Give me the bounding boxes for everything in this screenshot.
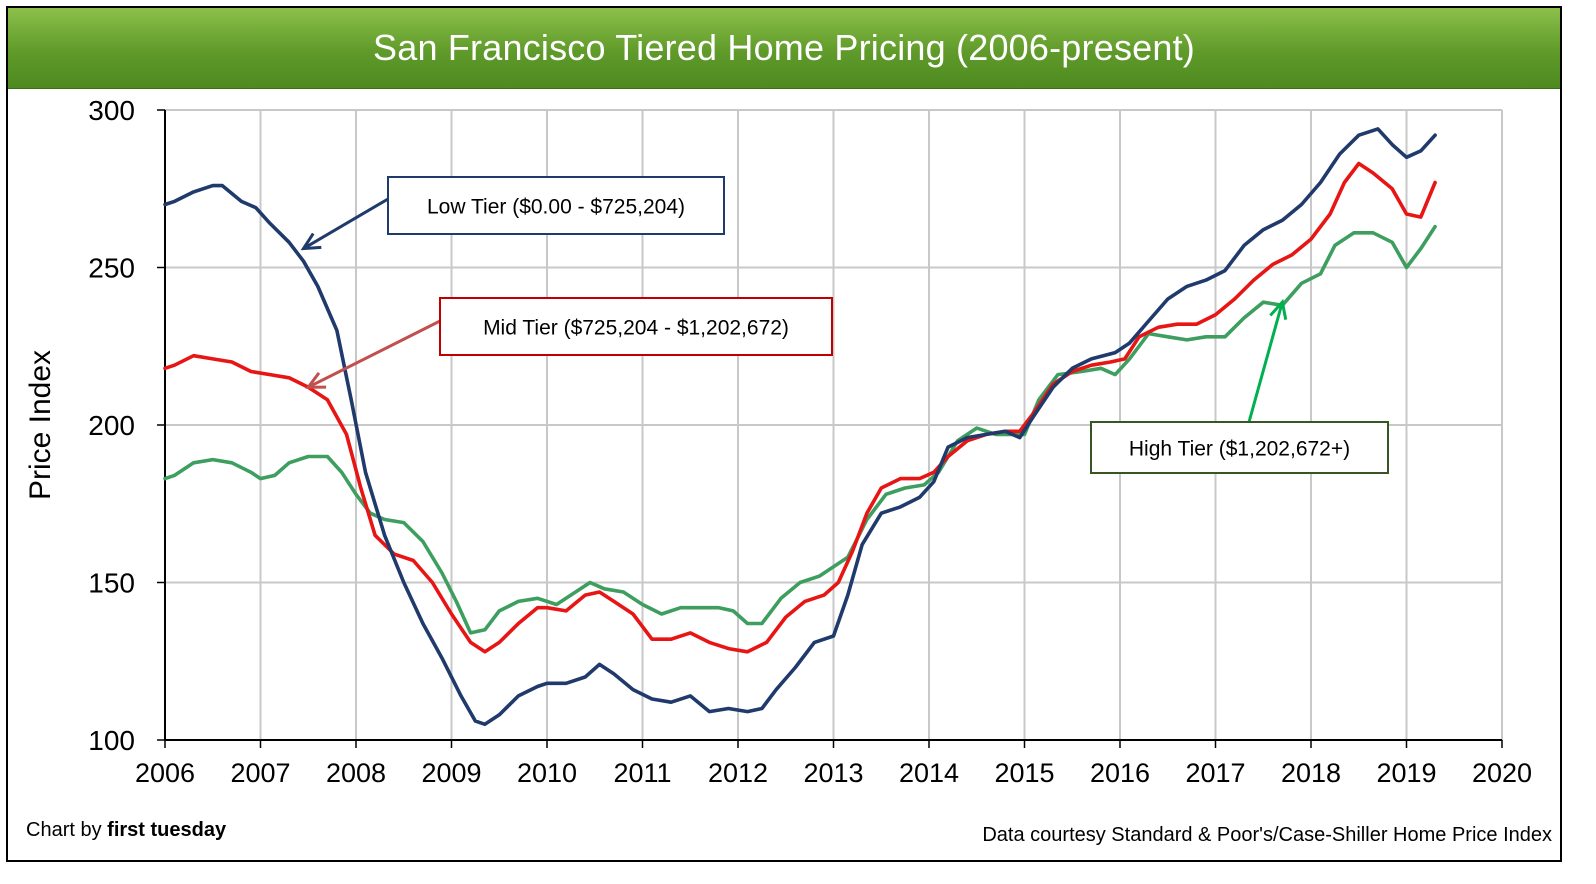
x-tick-label: 2009 <box>421 758 481 788</box>
tick-labels: 2006 2007 2008 2009 2010 2011 2012 2013 2014 2015… <box>88 95 1532 788</box>
y-tick-label: 150 <box>88 568 135 599</box>
x-tick-label: 2010 <box>517 758 577 788</box>
x-tick-label: 2016 <box>1090 758 1150 788</box>
credit-prefix: Chart by <box>26 819 108 841</box>
callout-label: High Tier ($1,202,672+) <box>1129 438 1350 461</box>
data-source-credit: Data courtesy Standard & Poor's/Case-Shi… <box>982 824 1552 846</box>
callout-label: Mid Tier ($725,204 - $1,202,672) <box>483 317 789 340</box>
x-tick-label: 2020 <box>1472 758 1532 788</box>
title-bar: San Francisco Tiered Home Pricing (2006-… <box>8 8 1560 89</box>
callout-box <box>1090 421 1389 474</box>
callout-arrow-head <box>300 232 322 251</box>
high-tier-line <box>163 224 1437 635</box>
x-tick-label: 2015 <box>994 758 1054 788</box>
x-tick-label: 2007 <box>230 758 290 788</box>
x-tick-label: 2006 <box>135 758 195 788</box>
mid-tier-line <box>163 161 1437 654</box>
chart-title: San Francisco Tiered Home Pricing (2006-… <box>373 27 1195 68</box>
callout-arrow-line <box>1247 301 1284 423</box>
y-tick-label: 300 <box>88 95 135 126</box>
x-tick-label: 2012 <box>708 758 768 788</box>
x-tick-label: 2019 <box>1376 758 1436 788</box>
callout-arrow-line <box>307 319 441 389</box>
x-tick-label: 2017 <box>1185 758 1245 788</box>
x-tick-label: 2011 <box>613 758 671 788</box>
credit-brand: first tuesday <box>107 819 227 841</box>
callout-arrow-line <box>302 197 389 250</box>
x-tick-label: 2008 <box>326 758 386 788</box>
y-tick-label: 250 <box>88 253 135 284</box>
mid-tier-callout: Mid Tier ($725,204 - $1,202,672) <box>305 297 833 389</box>
series-lines <box>163 127 1437 727</box>
x-tick-label: 2018 <box>1281 758 1341 788</box>
callout-box <box>439 297 833 356</box>
y-tick-label: 200 <box>88 410 135 441</box>
annotations: Low Tier ($0.00 - $725,204) Mid Tier ($72… <box>300 176 1389 474</box>
callout-label: Low Tier ($0.00 - $725,204) <box>427 196 685 219</box>
low-tier-line <box>163 127 1437 727</box>
credit-left: Chart by first tuesday <box>26 819 226 842</box>
axes <box>157 109 1503 748</box>
low-tier-callout: Low Tier ($0.00 - $725,204) <box>300 176 725 251</box>
high-tier-callout: High Tier ($1,202,672+) <box>1090 298 1389 474</box>
x-tick-label: 2013 <box>803 758 863 788</box>
y-tick-label: 100 <box>88 725 135 756</box>
callout-arrow-head <box>305 371 327 389</box>
x-tick-label: 2014 <box>899 758 959 788</box>
y-axis-label: Price Index <box>24 350 57 500</box>
callout-box <box>387 176 725 235</box>
callout-arrow-head <box>1269 298 1288 320</box>
